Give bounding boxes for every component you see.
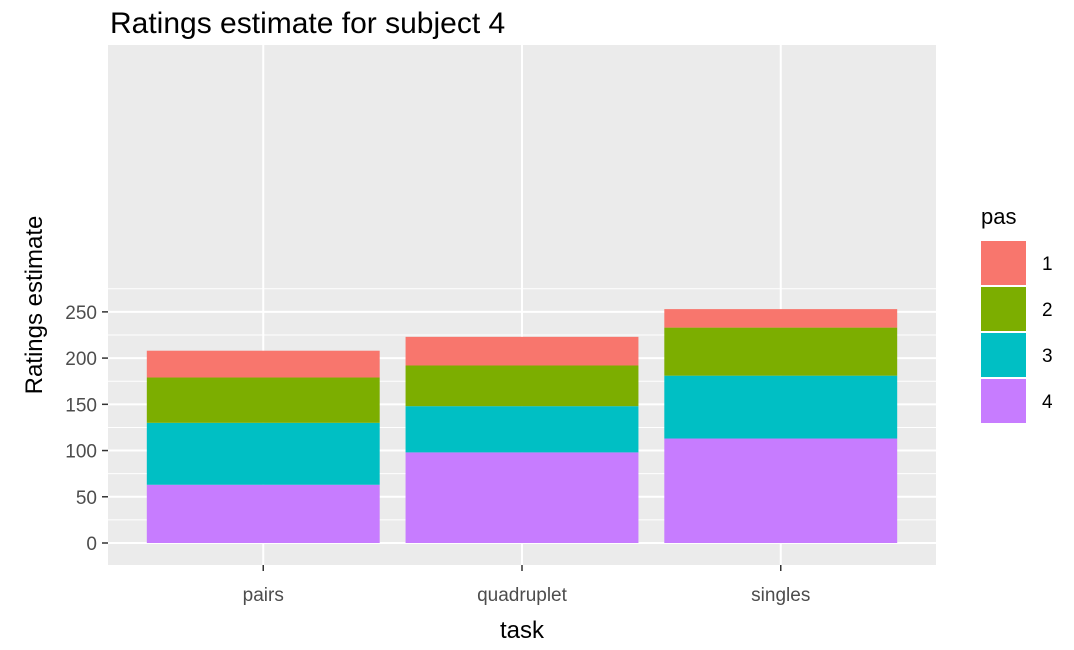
bar-singles-pas-4 <box>664 438 898 543</box>
legend-title: pas <box>981 204 1016 229</box>
legend-label-4: 4 <box>1042 392 1053 413</box>
legend-key-2 <box>981 287 1026 331</box>
x-tick-label: singles <box>751 585 810 606</box>
legend-key-1 <box>981 241 1026 285</box>
x-tick-label: pairs <box>243 585 284 606</box>
y-tick-label: 100 <box>65 442 97 463</box>
y-tick-label: 50 <box>76 488 97 509</box>
legend-key-3 <box>981 333 1026 377</box>
legend-label-1: 1 <box>1042 254 1053 275</box>
bar-quadruplet-pas-2 <box>405 365 639 407</box>
bar-pairs-pas-4 <box>146 484 380 543</box>
y-axis: 0 50 100 150 200 250 <box>65 303 108 555</box>
legend-key-4 <box>981 379 1026 423</box>
legend-label-2: 2 <box>1042 300 1053 321</box>
bar-quadruplet-pas-1 <box>405 336 639 366</box>
legend-label-3: 3 <box>1042 346 1053 367</box>
x-axis-title: task <box>500 617 545 644</box>
bar-singles-pas-1 <box>664 309 898 328</box>
legend: pas 1 2 3 4 <box>981 204 1053 423</box>
bar-singles-pas-2 <box>664 327 898 376</box>
x-axis: pairs quadruplet singles <box>243 565 810 606</box>
y-tick-label: 200 <box>65 349 97 370</box>
bar-pairs-pas-3 <box>146 422 380 485</box>
y-tick-label: 0 <box>86 534 97 555</box>
bar-pairs-pas-1 <box>146 350 380 378</box>
chart-title: Ratings estimate for subject 4 <box>110 7 505 40</box>
bar-pairs-pas-2 <box>146 377 380 423</box>
bar-quadruplet-pas-3 <box>405 406 639 453</box>
y-tick-label: 150 <box>65 395 97 416</box>
y-axis-title: Ratings estimate <box>21 216 48 395</box>
bar-singles-pas-3 <box>664 375 898 439</box>
bar-stacks <box>146 309 898 543</box>
y-tick-label: 250 <box>65 303 97 324</box>
bar-quadruplet-pas-4 <box>405 452 639 543</box>
x-tick-label: quadruplet <box>477 585 568 606</box>
